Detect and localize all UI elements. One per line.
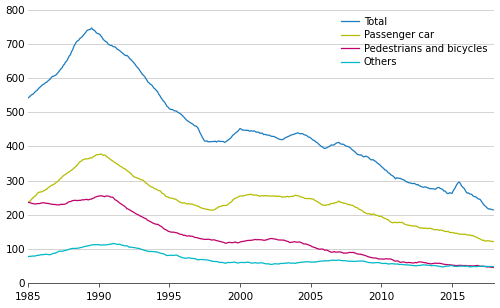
Others (184, 256, 190, 260)
Passenger car (56, 179, 62, 182)
Line: Total: Total (28, 28, 493, 210)
Others (56, 249, 62, 253)
Total (25, 96, 31, 100)
Total (88, 26, 94, 30)
Passenger car (25, 201, 31, 204)
Passenger car (362, 211, 368, 214)
Others (110, 241, 116, 245)
Passenger car (422, 226, 428, 230)
Pedestrians and bicycles (196, 237, 202, 240)
Passenger car (490, 240, 496, 244)
Passenger car (98, 152, 104, 156)
Others (362, 260, 368, 263)
Pedestrians and bicycles (25, 201, 31, 204)
Total (481, 203, 487, 207)
Others (466, 265, 472, 269)
Pedestrians and bicycles (422, 261, 428, 265)
Others (482, 265, 488, 268)
Total (56, 70, 62, 74)
Line: Pedestrians and bicycles: Pedestrians and bicycles (28, 196, 493, 267)
Pedestrians and bicycles (481, 264, 487, 268)
Others (490, 265, 496, 269)
Others (422, 263, 428, 267)
Others (196, 258, 202, 261)
Total (184, 119, 190, 122)
Total (422, 185, 428, 189)
Pedestrians and bicycles (98, 194, 104, 197)
Total (362, 155, 368, 158)
Passenger car (184, 202, 190, 206)
Passenger car (196, 205, 202, 208)
Pedestrians and bicycles (56, 203, 62, 207)
Legend: Total, Passenger car, Pedestrians and bicycles, Others: Total, Passenger car, Pedestrians and bi… (339, 14, 490, 69)
Pedestrians and bicycles (184, 234, 190, 238)
Pedestrians and bicycles (362, 253, 368, 257)
Passenger car (481, 238, 487, 242)
Pedestrians and bicycles (490, 265, 496, 269)
Total (490, 208, 496, 212)
Line: Passenger car: Passenger car (28, 154, 493, 242)
Line: Others: Others (28, 243, 493, 267)
Others (25, 255, 31, 258)
Total (196, 128, 202, 132)
